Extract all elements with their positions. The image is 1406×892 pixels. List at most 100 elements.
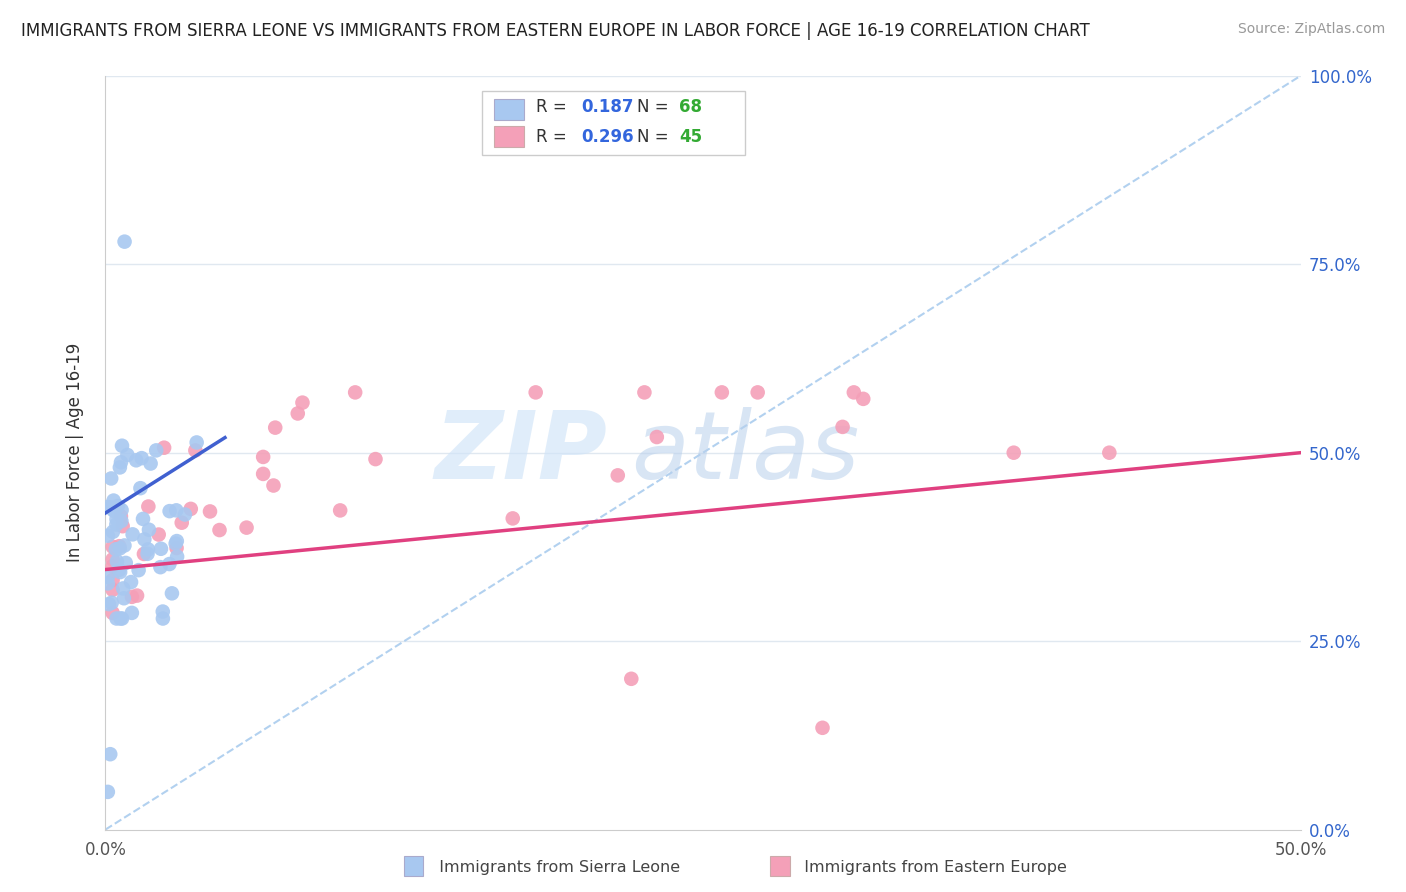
Point: [170, 516, 193, 530]
Point: [852, 392, 875, 406]
Point: [114, 539, 136, 553]
Point: [1002, 445, 1025, 460]
Point: [138, 500, 160, 514]
FancyBboxPatch shape: [482, 91, 745, 155]
Point: [264, 420, 287, 434]
Text: 68: 68: [679, 98, 702, 117]
Point: [105, 611, 128, 625]
Point: [152, 611, 174, 625]
Point: [136, 547, 159, 561]
Text: R =: R =: [536, 98, 572, 117]
Point: [198, 504, 221, 518]
Point: [184, 443, 207, 458]
Text: 45: 45: [679, 128, 702, 146]
Point: [252, 450, 274, 464]
Point: [710, 385, 733, 400]
Point: [97, 597, 120, 611]
Point: [125, 589, 148, 603]
Point: [1098, 445, 1121, 460]
Point: [134, 533, 156, 547]
Point: [101, 524, 124, 539]
Point: [101, 540, 124, 554]
Point: [107, 499, 129, 513]
Text: IMMIGRANTS FROM SIERRA LEONE VS IMMIGRANTS FROM EASTERN EUROPE IN LABOR FORCE | : IMMIGRANTS FROM SIERRA LEONE VS IMMIGRAN…: [21, 22, 1090, 40]
Point: [101, 573, 124, 587]
Point: [166, 541, 188, 555]
Point: [139, 457, 162, 471]
Text: R =: R =: [536, 128, 572, 146]
Point: [121, 527, 143, 541]
Point: [103, 504, 125, 518]
Point: [125, 453, 148, 467]
Point: [606, 468, 628, 483]
Point: [103, 493, 125, 508]
Point: [111, 439, 134, 453]
Point: [108, 565, 131, 579]
Point: [110, 509, 132, 524]
Text: Immigrants from Sierra Leone: Immigrants from Sierra Leone: [429, 860, 681, 874]
Point: [128, 563, 150, 577]
Point: [97, 576, 120, 591]
Text: N =: N =: [637, 98, 673, 117]
Point: [111, 611, 134, 625]
Text: 0.187: 0.187: [581, 98, 634, 117]
Point: [100, 471, 122, 485]
Point: [620, 672, 643, 686]
Point: [165, 536, 187, 550]
Point: [329, 503, 352, 517]
Point: [108, 539, 131, 553]
Point: [120, 575, 142, 590]
Point: [524, 385, 547, 400]
Point: [108, 541, 131, 556]
Point: [101, 582, 124, 597]
Point: [831, 420, 853, 434]
Point: [148, 527, 170, 541]
Point: [104, 542, 127, 557]
Point: [136, 542, 159, 557]
Point: [166, 534, 188, 549]
Point: [97, 500, 120, 514]
Point: [97, 785, 120, 799]
Point: [633, 385, 655, 400]
Point: [100, 500, 122, 515]
Point: [208, 523, 231, 537]
Point: [105, 554, 128, 568]
Point: [100, 596, 122, 610]
Text: Immigrants from Eastern Europe: Immigrants from Eastern Europe: [794, 860, 1067, 874]
Point: [110, 455, 132, 469]
Point: [132, 547, 155, 561]
Point: [252, 467, 274, 481]
Point: [344, 385, 367, 400]
Text: 0.296: 0.296: [581, 128, 634, 146]
Point: [110, 503, 132, 517]
Point: [159, 557, 181, 571]
Point: [287, 407, 309, 421]
Point: [105, 517, 128, 532]
Point: [101, 552, 124, 566]
Point: [131, 451, 153, 466]
Point: [114, 235, 136, 249]
Point: [291, 395, 314, 409]
Text: atlas: atlas: [631, 407, 859, 499]
Point: [645, 430, 668, 444]
Point: [97, 529, 120, 543]
Point: [98, 747, 121, 761]
Point: [747, 385, 769, 400]
Point: [101, 606, 124, 620]
Point: [121, 590, 143, 604]
Point: [111, 519, 134, 533]
Point: [502, 511, 524, 525]
Point: [186, 435, 208, 450]
Point: [159, 504, 181, 518]
Point: [174, 508, 197, 522]
Text: ZIP: ZIP: [434, 407, 607, 499]
Point: [180, 502, 202, 516]
Point: [160, 586, 183, 600]
Point: [166, 549, 188, 564]
Point: [138, 523, 160, 537]
Point: [108, 563, 131, 577]
FancyBboxPatch shape: [494, 127, 524, 147]
Point: [811, 721, 834, 735]
Point: [145, 443, 167, 458]
Point: [110, 611, 132, 625]
